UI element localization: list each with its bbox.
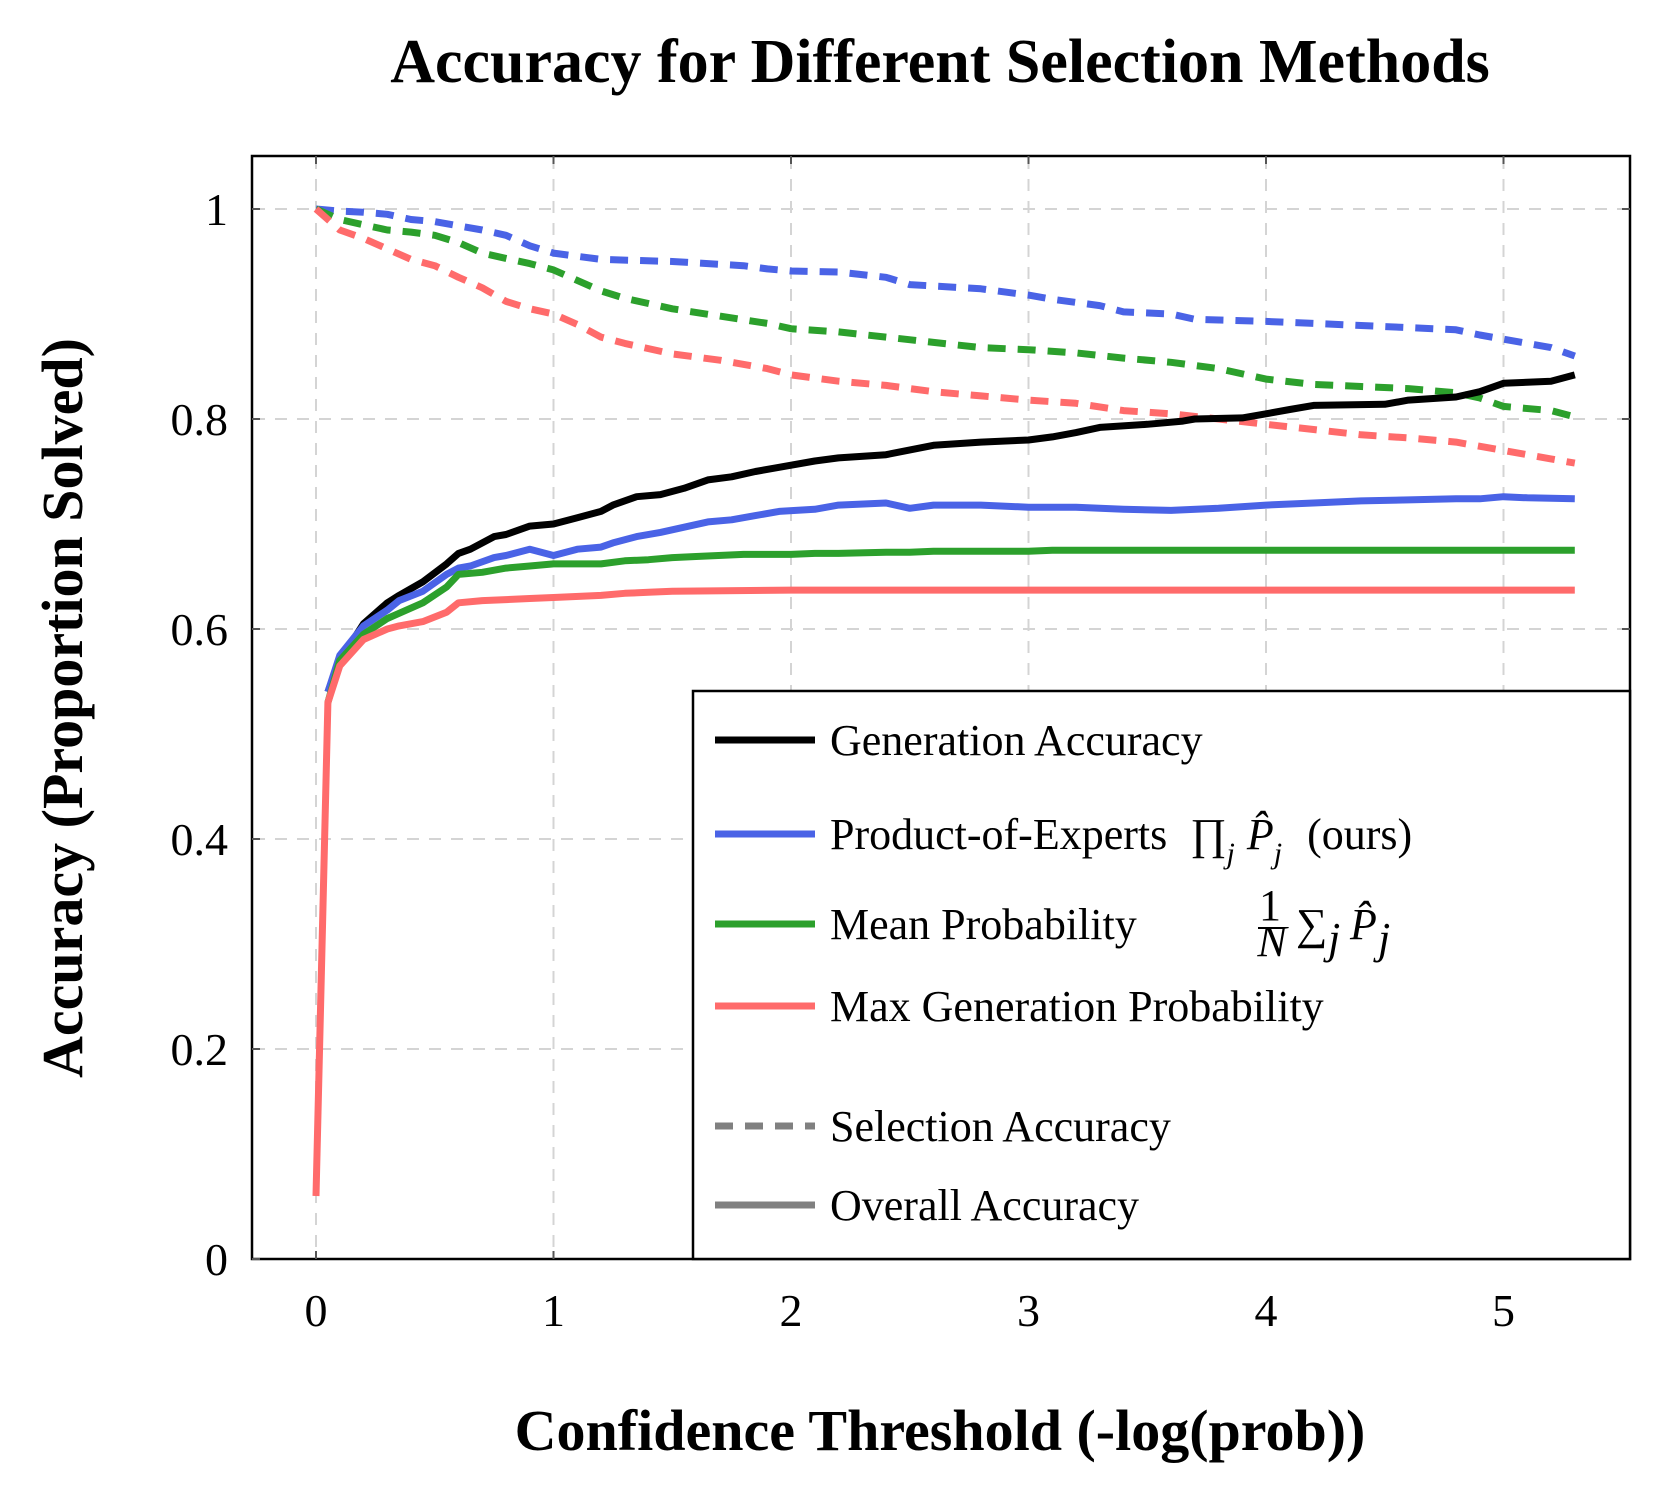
tick-layer: 0 1 2 3 4 5 0 0.2 0.4 0.6 0.8 1 [171, 156, 1630, 1336]
series-line-mean-probability [324, 546, 1575, 704]
x-tick-label: 4 [1255, 1285, 1278, 1336]
svg-text:P̂: P̂ [1349, 900, 1377, 949]
y-tick-label: 1 [205, 184, 228, 235]
x-tick-label: 0 [305, 1285, 328, 1336]
svg-text:j: j [1323, 914, 1340, 963]
legend-mean-prefix: Mean Probability [830, 900, 1137, 949]
y-axis-label: Accuracy (Proportion Solved) [30, 338, 95, 1078]
legend-label-mean: Mean Probability [830, 900, 1137, 949]
series-line-product-of-experts-selection [315, 205, 1576, 360]
legend-box [691, 689, 1632, 1261]
legend: Generation Accuracy Product-of-Experts ∏… [691, 689, 1632, 1261]
legend-label-overall: Overall Accuracy [830, 1181, 1139, 1230]
series-line-max-generation-probability [312, 586, 1575, 1197]
legend-product-math: ∏ [1190, 810, 1226, 859]
y-tick-label: 0.4 [171, 814, 229, 865]
svg-text:1: 1 [1259, 881, 1281, 930]
svg-text:∑: ∑ [1296, 900, 1327, 949]
x-tick-label: 5 [1492, 1285, 1515, 1336]
legend-product-suffix: (ours) [1307, 810, 1412, 859]
svg-text:j: j [1373, 914, 1390, 963]
legend-mean-math: 1 N ∑ j P̂ j [1256, 881, 1390, 966]
legend-label-generation: Generation Accuracy [830, 716, 1203, 765]
series-line-max-generation-probability-selection [313, 206, 1576, 467]
y-tick-label: 0.8 [171, 394, 229, 445]
legend-label-max: Max Generation Probability [830, 982, 1324, 1031]
x-axis-label: Confidence Threshold (-log(prob)) [515, 1398, 1366, 1463]
x-tick-label: 1 [542, 1285, 565, 1336]
series-layer [312, 205, 1576, 1197]
legend-label-product: Product-of-Experts ∏j P̂j (ours) [830, 810, 1412, 873]
x-tick-label: 2 [780, 1285, 803, 1336]
svg-text:N: N [1256, 917, 1289, 966]
series-line-generation-accuracy [324, 371, 1576, 694]
series-line-product-of-experts-ours [324, 493, 1575, 694]
legend-product-prefix: Product-of-Experts [830, 810, 1167, 859]
y-tick-label: 0.6 [171, 604, 229, 655]
legend-label-selection: Selection Accuracy [830, 1102, 1171, 1151]
y-tick-label: 0 [205, 1234, 228, 1285]
y-tick-label: 0.2 [171, 1024, 229, 1075]
x-tick-label: 3 [1017, 1285, 1040, 1336]
series-line-mean-probability-selection [314, 205, 1576, 421]
chart-title: Accuracy for Different Selection Methods [390, 28, 1490, 96]
